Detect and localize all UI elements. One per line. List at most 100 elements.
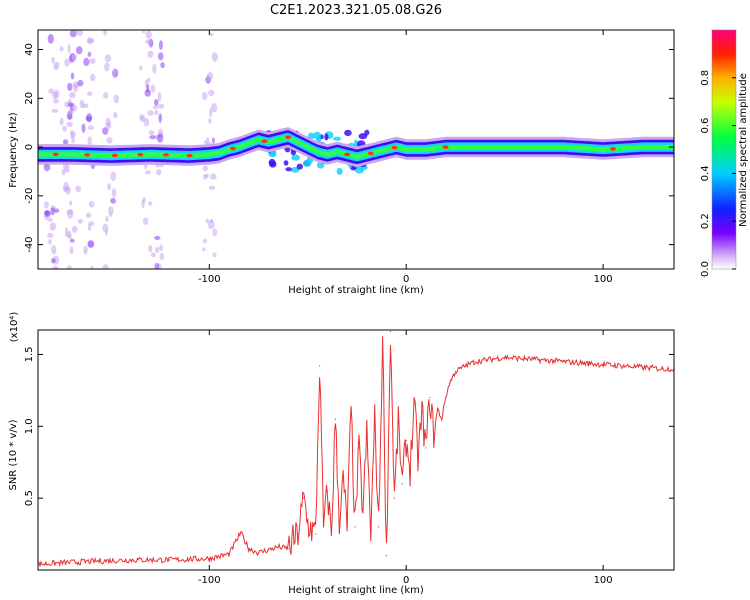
noise-blob: [152, 63, 157, 74]
noise-blob: [44, 210, 51, 218]
noise-blob: [283, 160, 289, 166]
x-tick-label: 100: [594, 575, 613, 586]
colorbar-tick-label: 0.6: [700, 118, 711, 134]
x-tick-label: 0: [403, 274, 409, 285]
noise-blob: [67, 82, 73, 92]
noise-blob: [147, 38, 152, 44]
noise-blob: [154, 109, 159, 116]
spectrogram-frame: [37, 29, 675, 270]
snr-y-multiplier: (x10⁴): [9, 312, 20, 343]
noise-blob: [43, 201, 49, 209]
noise-blob: [139, 65, 143, 71]
noise-blob: [89, 73, 96, 82]
snr-data-point: [342, 480, 344, 482]
y-tick-label: -20: [24, 188, 35, 204]
noise-blob: [52, 91, 58, 100]
noise-blob: [49, 222, 57, 231]
snr-data-point: [425, 447, 427, 449]
snr-data-point: [393, 497, 395, 499]
noise-blob: [69, 200, 73, 206]
snr-data-point: [409, 468, 411, 471]
snr-data-point: [397, 422, 399, 425]
noise-blob: [148, 244, 153, 253]
snr-data-point: [240, 532, 242, 534]
snr-data-point: [228, 553, 230, 555]
noise-blob: [68, 234, 72, 239]
noise-blob: [52, 265, 59, 269]
noise-blob: [107, 206, 114, 215]
noise-blob: [85, 212, 92, 219]
noise-blob: [67, 43, 71, 54]
figure-title: C2E1.2023.321.05.08.G26: [270, 3, 442, 18]
snr-data-point: [338, 519, 340, 521]
snr-data-point: [90, 560, 92, 562]
ridge-peak: [285, 135, 292, 140]
snr-data-point: [326, 490, 329, 492]
noise-blob: [81, 123, 86, 133]
ridge-peak: [442, 145, 449, 149]
snr-data-point: [641, 366, 644, 368]
noise-blob: [268, 152, 277, 157]
noise-blob: [148, 201, 153, 206]
noise-blob: [73, 30, 77, 35]
noise-blob: [141, 199, 145, 209]
noise-blob: [207, 219, 215, 230]
noise-blob: [67, 209, 74, 219]
noise-blob: [148, 129, 155, 136]
noise-blob: [69, 91, 76, 99]
snr-plot-area: [38, 330, 674, 568]
noise-blob: [85, 115, 92, 122]
snr-data-point: [454, 371, 457, 373]
spectrogram-ticks: -100 0 100 40 20 0 -20 -40: [24, 30, 674, 285]
snr-data-point: [318, 365, 321, 367]
noise-blob: [77, 218, 84, 224]
colorbar-tick-label: 0.4: [700, 165, 711, 181]
noise-blob: [59, 46, 64, 52]
noise-blob: [71, 53, 77, 61]
ridge-band-core: [38, 135, 674, 159]
noise-blob: [87, 36, 93, 45]
noise-blob: [145, 30, 152, 39]
noise-blob: [364, 129, 370, 136]
y-tick-label: 40: [24, 43, 35, 56]
noise-blob: [71, 225, 78, 233]
snr-data-point: [441, 418, 443, 420]
snr-data-point: [413, 404, 415, 406]
snr-data-point: [484, 359, 486, 361]
noise-blob: [113, 112, 118, 119]
snr-data-point: [401, 483, 403, 485]
noise-blob: [63, 181, 69, 192]
noise-blob: [51, 244, 57, 255]
ridge-peak: [391, 145, 398, 150]
snr-data-point: [334, 418, 336, 420]
noise-blob: [157, 103, 165, 109]
noise-blob: [202, 174, 208, 180]
noise-blob: [113, 70, 118, 79]
snr-data-point: [322, 526, 325, 528]
noise-blob: [71, 104, 78, 112]
noise-blob: [209, 107, 213, 118]
snr-data-point: [129, 559, 132, 561]
noise-blob: [142, 217, 149, 226]
snr-data-point: [303, 497, 305, 499]
snr-data-point: [358, 447, 360, 449]
noise-blob: [203, 140, 208, 145]
noise-blob: [209, 32, 214, 37]
colorbar-tick-label: 0.0: [700, 261, 711, 277]
noise-blob: [202, 238, 208, 244]
snr-data-point: [474, 361, 476, 363]
x-tick-label: -100: [198, 575, 221, 586]
noise-blob: [48, 239, 52, 245]
snr-data-point: [257, 552, 260, 554]
noise-blob: [88, 221, 95, 226]
noise-blob: [66, 121, 74, 127]
noise-blob: [160, 62, 165, 69]
noise-blob: [354, 167, 364, 174]
noise-blob: [90, 38, 95, 44]
noise-blob: [157, 91, 162, 102]
noise-blob: [69, 246, 74, 255]
noise-blob: [75, 185, 82, 193]
snr-data-point: [385, 555, 388, 557]
noise-blob: [67, 265, 72, 269]
noise-blob: [353, 139, 358, 147]
